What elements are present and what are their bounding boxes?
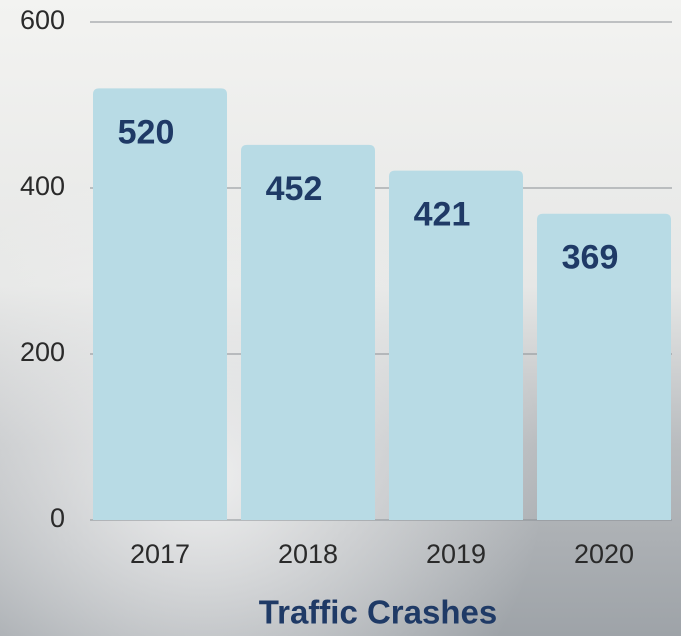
bar [537, 213, 671, 521]
bar [241, 144, 375, 520]
data-label: 421 [414, 196, 471, 234]
bar [93, 88, 227, 521]
data-label: 452 [266, 170, 323, 208]
x-tick-label: 2017 [130, 539, 190, 569]
x-tick-label: 2020 [574, 539, 634, 569]
x-tick-label: 2018 [278, 539, 338, 569]
y-tick-label: 400 [20, 171, 65, 201]
x-tick-label: 2019 [426, 539, 486, 569]
y-tick-label: 0 [50, 503, 65, 533]
x-axis-label: Traffic Crashes [259, 594, 497, 631]
y-tick-label: 200 [20, 337, 65, 367]
data-label: 520 [118, 113, 175, 151]
bar [389, 170, 523, 520]
data-label: 369 [562, 239, 619, 277]
y-tick-label: 600 [20, 5, 65, 35]
